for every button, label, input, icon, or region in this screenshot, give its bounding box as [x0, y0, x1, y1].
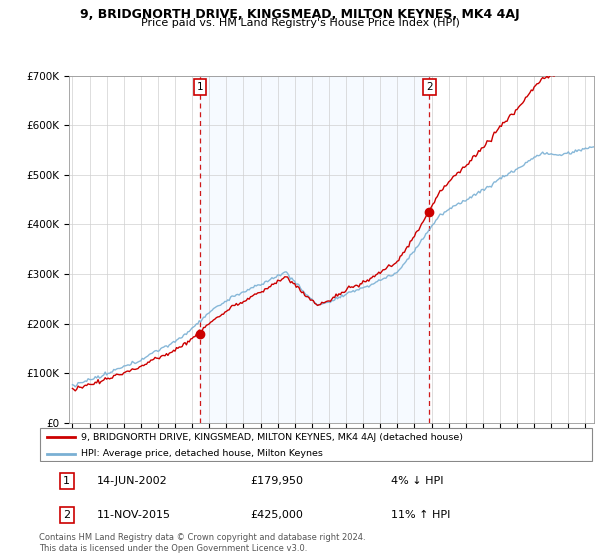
Text: 11-NOV-2015: 11-NOV-2015 — [97, 510, 171, 520]
Text: HPI: Average price, detached house, Milton Keynes: HPI: Average price, detached house, Milt… — [80, 449, 323, 458]
Text: 2: 2 — [63, 510, 70, 520]
Text: 14-JUN-2002: 14-JUN-2002 — [97, 476, 168, 486]
Text: 1: 1 — [197, 82, 203, 92]
FancyBboxPatch shape — [40, 428, 592, 461]
Text: 9, BRIDGNORTH DRIVE, KINGSMEAD, MILTON KEYNES, MK4 4AJ (detached house): 9, BRIDGNORTH DRIVE, KINGSMEAD, MILTON K… — [80, 432, 463, 441]
Text: 2: 2 — [426, 82, 433, 92]
Text: Price paid vs. HM Land Registry's House Price Index (HPI): Price paid vs. HM Land Registry's House … — [140, 18, 460, 29]
Text: £425,000: £425,000 — [250, 510, 303, 520]
Text: 9, BRIDGNORTH DRIVE, KINGSMEAD, MILTON KEYNES, MK4 4AJ: 9, BRIDGNORTH DRIVE, KINGSMEAD, MILTON K… — [80, 8, 520, 21]
Text: Contains HM Land Registry data © Crown copyright and database right 2024.
This d: Contains HM Land Registry data © Crown c… — [39, 533, 365, 553]
Bar — [200, 76, 430, 423]
Text: £179,950: £179,950 — [250, 476, 303, 486]
Text: 1: 1 — [63, 476, 70, 486]
Text: 11% ↑ HPI: 11% ↑ HPI — [391, 510, 451, 520]
Text: 4% ↓ HPI: 4% ↓ HPI — [391, 476, 444, 486]
